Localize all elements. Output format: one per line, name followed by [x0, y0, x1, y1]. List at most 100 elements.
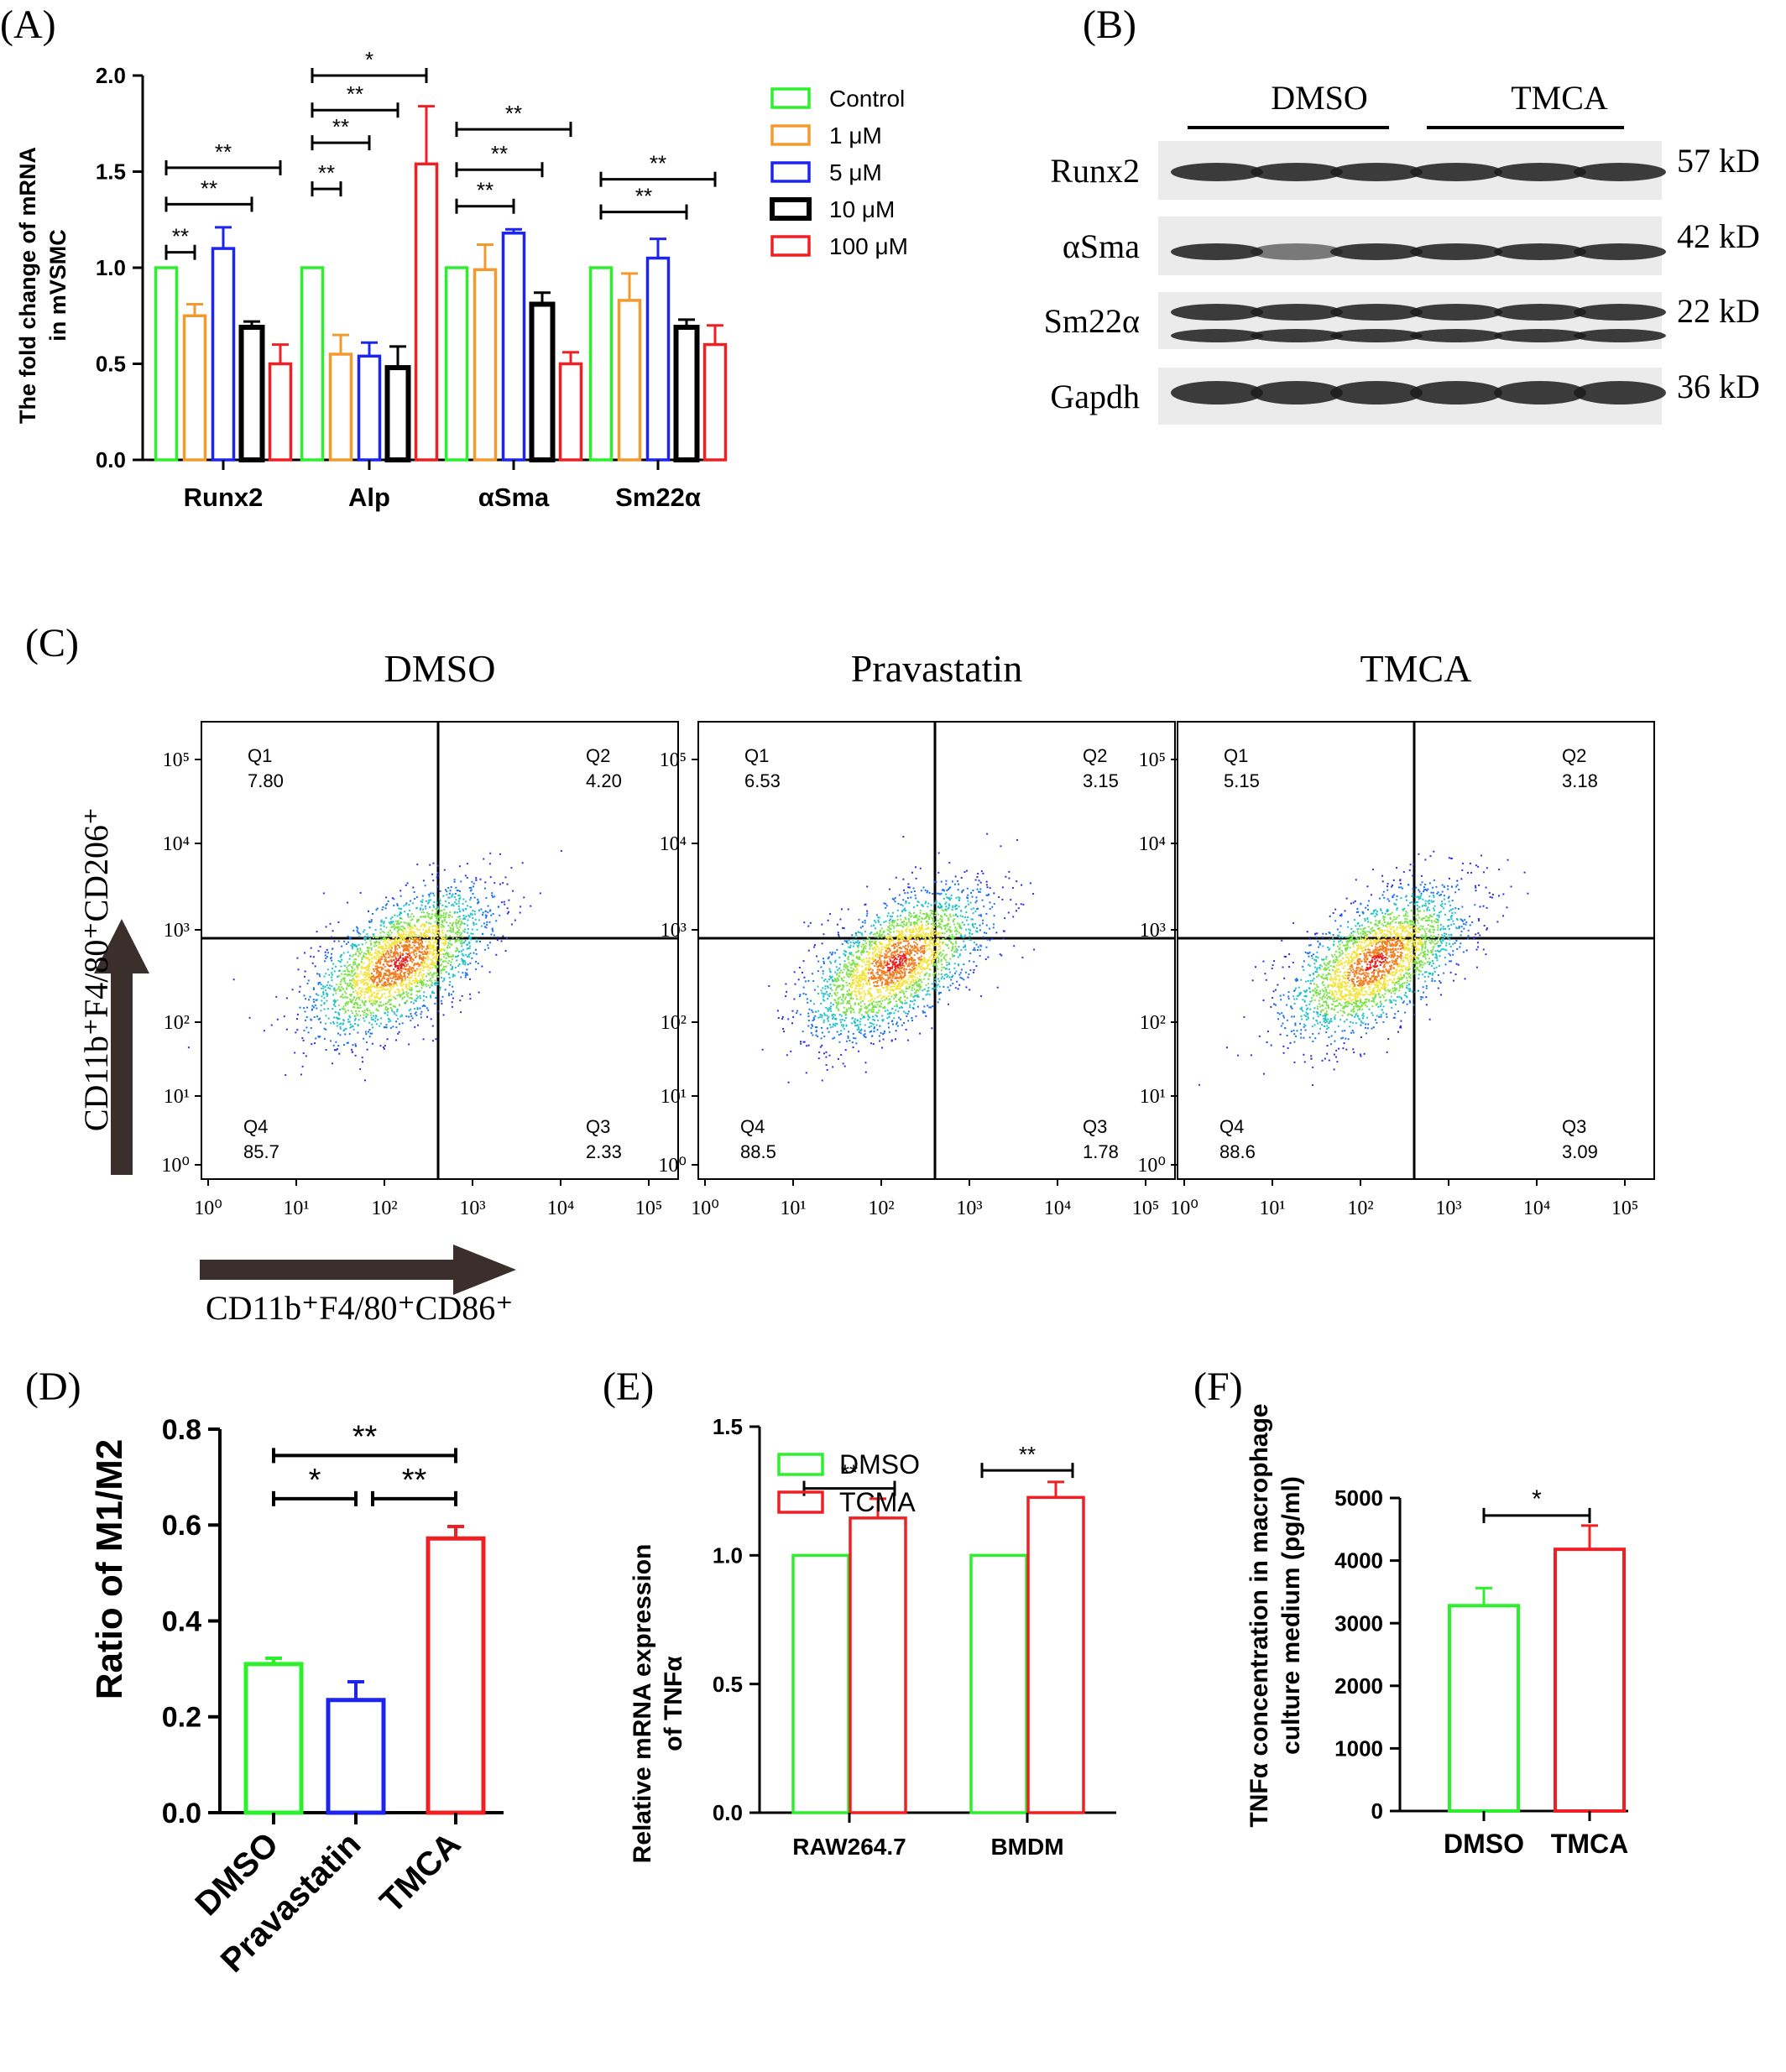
flow-event [905, 947, 907, 950]
flow-event [996, 986, 999, 989]
flow-event [484, 914, 487, 916]
flow-event [937, 960, 939, 963]
flow-event [955, 930, 958, 932]
flow-quadrant-value: 4.20 [586, 770, 622, 791]
flow-event [486, 921, 488, 923]
flow-event [855, 998, 858, 1000]
flow-event [828, 1031, 830, 1033]
flow-event [385, 916, 388, 919]
flow-event [335, 1049, 337, 1052]
flow-event [384, 956, 387, 958]
flow-event [837, 977, 839, 979]
flow-event [393, 984, 395, 987]
flow-event [905, 900, 907, 903]
flow-event [401, 998, 404, 1000]
flow-event [943, 932, 946, 935]
flow-event [439, 910, 441, 912]
flow-event [825, 1056, 828, 1058]
flow-event [408, 941, 410, 943]
flow-event [832, 1026, 834, 1028]
flow-event [944, 925, 947, 927]
flow-event [393, 1010, 395, 1013]
flow-event [388, 991, 390, 994]
flow-event [407, 933, 410, 936]
flow-event [946, 976, 948, 979]
flow-event [953, 963, 956, 965]
flow-event [484, 881, 487, 884]
flow-event [420, 984, 423, 986]
flow-event [829, 1008, 832, 1010]
flow-event [359, 989, 362, 992]
flow-event [916, 977, 919, 979]
flow-event [893, 950, 896, 952]
flow-event [400, 912, 403, 915]
flow-event [370, 1014, 373, 1016]
flow-event [432, 879, 435, 882]
flow-event [470, 937, 473, 939]
flow-event [354, 984, 357, 987]
flow-event [949, 931, 952, 933]
flow-event [352, 999, 354, 1001]
flow-event [339, 960, 342, 963]
flow-event [389, 938, 391, 941]
flow-event [833, 984, 836, 987]
flow-event [470, 896, 473, 899]
flow-event [352, 978, 354, 980]
flow-event [834, 979, 837, 981]
flow-event [427, 916, 430, 918]
flow-event [462, 922, 464, 925]
flow-event [860, 987, 863, 989]
flow-event [927, 965, 929, 968]
flow-event [285, 997, 288, 999]
flow-event [881, 933, 884, 936]
flow-event [398, 926, 400, 928]
flow-event [436, 934, 439, 937]
flow-event [371, 979, 373, 981]
flow-event [435, 912, 437, 915]
flow-event [330, 957, 332, 959]
flow-event [354, 1015, 357, 1017]
flow-event [937, 973, 940, 975]
flow-event [337, 940, 340, 942]
flow-event [400, 929, 403, 932]
flow-event [840, 908, 843, 911]
flow-event [902, 909, 905, 911]
flow-event [979, 888, 982, 890]
flow-event [395, 937, 398, 939]
flow-event [799, 994, 802, 996]
flow-event [464, 972, 467, 974]
blot-band [1410, 329, 1502, 342]
flow-event [891, 954, 894, 957]
flow-event [914, 937, 916, 940]
flow-event [415, 927, 418, 930]
flow-event [409, 931, 411, 933]
flow-event [927, 989, 930, 992]
flow-event [871, 1002, 874, 1005]
flow-event [406, 913, 409, 916]
flow-event [370, 919, 373, 921]
flow-event [872, 977, 875, 979]
flow-event [940, 892, 943, 895]
flow-event [937, 984, 939, 986]
bar-Alp-10 μM [384, 365, 411, 462]
flow-event [906, 997, 908, 999]
flow-event [960, 927, 963, 930]
flow-event [452, 921, 454, 924]
flow-event [962, 916, 964, 918]
flow-event [358, 998, 361, 1000]
flow-event [396, 931, 399, 933]
flow-event [462, 972, 464, 974]
flow-event [915, 1015, 917, 1017]
flow-event [906, 921, 908, 924]
flow-event [922, 886, 925, 889]
flow-event [340, 1022, 342, 1025]
flow-event [374, 1003, 377, 1005]
flow-event [432, 931, 435, 933]
flow-event [357, 1024, 359, 1026]
flow-event [382, 945, 384, 947]
flow-event [334, 989, 337, 992]
flow-event [466, 863, 468, 865]
flow-event [405, 1000, 407, 1003]
flow-event [427, 940, 430, 942]
flow-event [431, 990, 434, 993]
